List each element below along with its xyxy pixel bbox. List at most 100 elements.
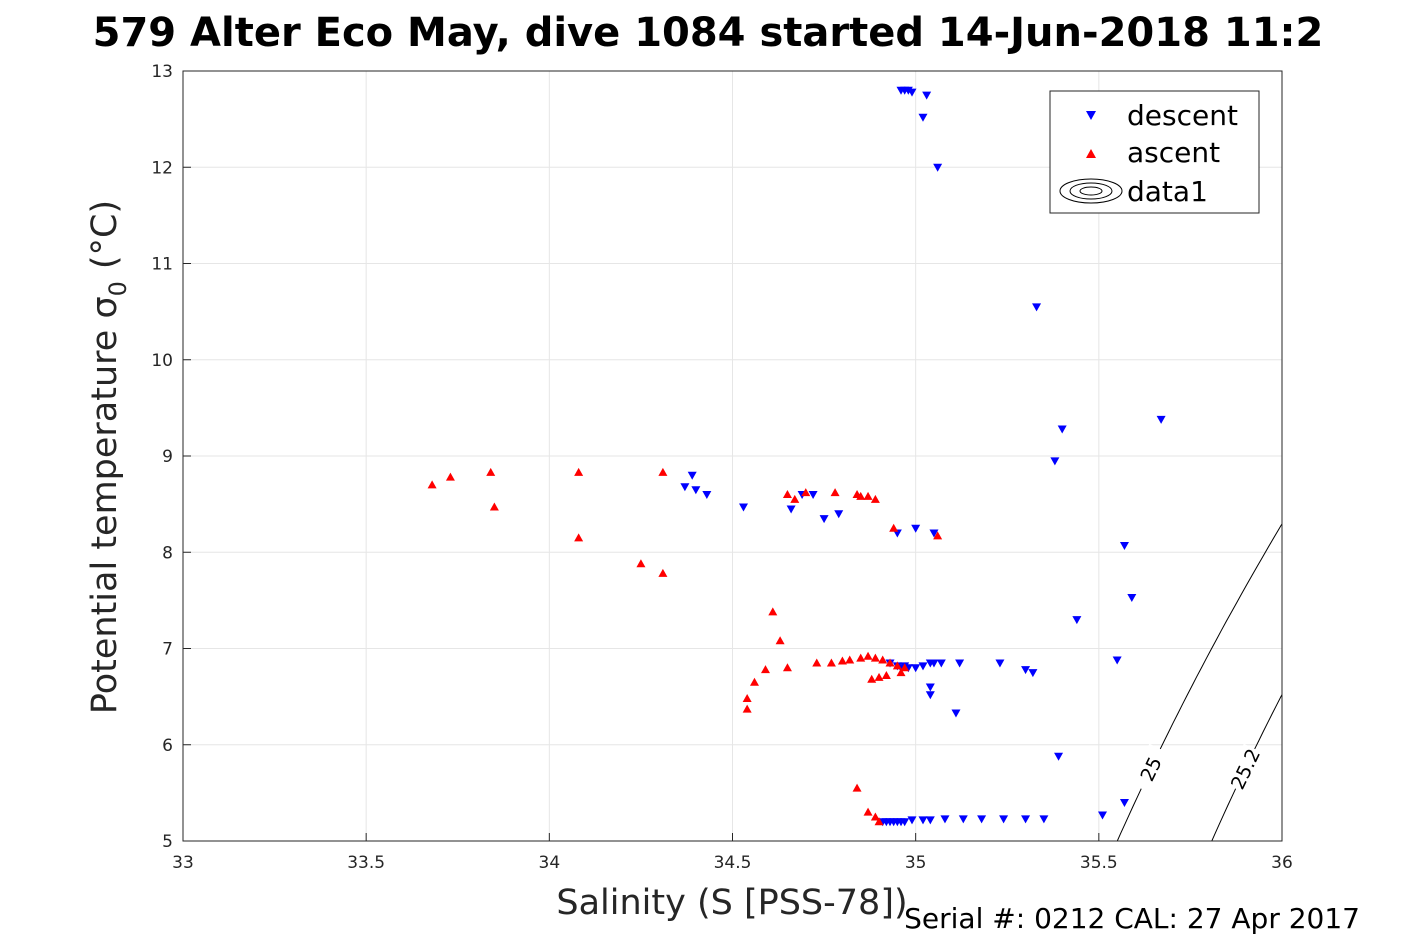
y-axis-label: Potential temperature σ0 (°C): [85, 200, 132, 714]
ascent-point: [867, 674, 877, 683]
ascent-point: [852, 783, 862, 792]
x-tick-label: 34: [539, 853, 561, 873]
descent-point: [918, 662, 928, 671]
legend-data1-label: data1: [1127, 175, 1208, 208]
ascent-point: [830, 488, 840, 497]
isopycnal-contours: [1116, 42, 1417, 870]
descent-point: [999, 815, 1009, 824]
descent-point: [1119, 542, 1129, 551]
descent-point: [680, 483, 690, 492]
ascent-point: [742, 694, 752, 703]
descent-point: [1021, 815, 1031, 824]
x-tick-label: 33: [172, 853, 194, 873]
ascent-point: [445, 472, 455, 481]
descent-point: [918, 113, 928, 122]
legend-contour-icon: [1059, 178, 1123, 204]
ascent-point: [874, 817, 884, 826]
ascent-point: [574, 533, 584, 542]
ascent-point: [768, 607, 778, 616]
ascent-point: [760, 665, 770, 674]
ascent-point: [863, 651, 873, 660]
ascent-point: [870, 494, 880, 503]
y-tick-label: 7: [162, 640, 173, 660]
ascent-point: [812, 658, 822, 667]
descent-point: [925, 683, 935, 692]
legend-ascent-label: ascent: [1127, 136, 1220, 169]
descent-point: [1039, 815, 1049, 824]
descent-point: [786, 505, 796, 514]
descent-point: [1097, 811, 1107, 820]
descent-point: [687, 471, 697, 480]
descent-point: [1072, 616, 1082, 625]
y-axis-label-main: Potential temperature σ: [85, 296, 125, 714]
descent-point: [1054, 752, 1064, 761]
descent-point: [691, 486, 701, 495]
ascent-point: [658, 467, 668, 476]
ascent-point: [489, 502, 499, 511]
ascent-point: [790, 494, 800, 503]
descent-point: [925, 691, 935, 700]
ascent-point: [636, 559, 646, 568]
serial-calibration-note: Serial #: 0212 CAL: 27 Apr 2017: [904, 902, 1360, 935]
ascent-point: [889, 523, 899, 532]
contour-label-mask: [1224, 743, 1266, 794]
ascent-point: [885, 658, 895, 667]
descent-point: [1057, 425, 1067, 434]
descent-point: [955, 659, 965, 668]
descent-point: [958, 815, 968, 824]
ascent-point: [900, 663, 910, 672]
y-tick-label: 13: [151, 62, 173, 82]
descent-point: [936, 659, 946, 668]
ascent-point: [874, 672, 884, 681]
descent-point: [1112, 656, 1122, 665]
ascent-point: [782, 490, 792, 498]
ascent-point: [896, 668, 906, 677]
descent-point: [1050, 457, 1060, 466]
ascent-point: [856, 491, 866, 500]
ascent-point: [845, 655, 855, 664]
descent-point: [977, 815, 987, 824]
ascent-point: [801, 488, 811, 497]
y-tick-label: 12: [151, 158, 173, 178]
ascent-point: [892, 661, 902, 670]
y-axis-label-unit: (°C): [85, 200, 125, 269]
descent-point: [951, 709, 961, 718]
descent-point: [918, 816, 928, 825]
x-tick-label: 33.5: [347, 853, 385, 873]
ascent-point: [749, 677, 759, 686]
descent-point: [940, 815, 950, 824]
ascent-point: [837, 656, 847, 665]
ascent-point: [878, 655, 888, 664]
ascent-point: [427, 480, 437, 489]
contour-label-mask: [1130, 743, 1172, 794]
y-tick-label: 10: [151, 351, 173, 371]
descent-point: [1032, 303, 1042, 312]
y-axis-label-subscript: 0: [104, 281, 132, 296]
contour-line: [1294, 42, 1417, 870]
legend: descent ascent data1: [1049, 90, 1260, 214]
y-tick-label: 11: [151, 255, 173, 275]
descent-point: [922, 91, 932, 100]
y-tick-label: 5: [162, 832, 173, 852]
legend-descent-label: descent: [1127, 99, 1238, 132]
descent-point: [933, 163, 943, 172]
ascent-point: [870, 653, 880, 662]
x-tick-label: 36: [1271, 853, 1293, 873]
descent-point: [834, 510, 844, 519]
y-tick-label: 6: [162, 736, 173, 756]
legend-box: [1049, 90, 1260, 214]
ascent-point: [856, 653, 866, 662]
descent-point: [929, 659, 939, 668]
descent-point: [925, 816, 935, 825]
descent-point: [995, 659, 1005, 668]
ascent-point: [863, 807, 873, 816]
x-tick-label: 34.5: [714, 853, 752, 873]
descent-point: [1021, 666, 1031, 675]
x-tick-label: 35: [905, 853, 927, 873]
descent-point: [900, 818, 910, 827]
descent-point: [702, 491, 712, 499]
legend-ascent-marker: [1086, 149, 1096, 158]
ascent-point: [782, 663, 792, 672]
descent-point: [1156, 415, 1166, 424]
ascent-point: [486, 467, 496, 476]
